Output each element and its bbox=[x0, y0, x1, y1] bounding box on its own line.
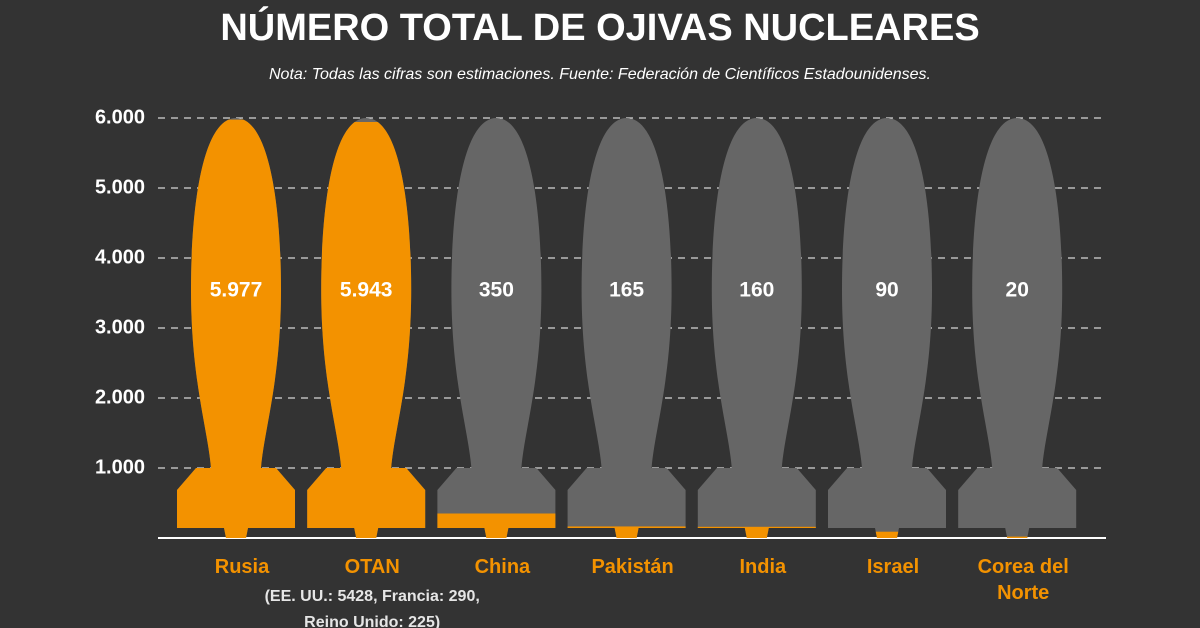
bar bbox=[307, 121, 426, 538]
bomb-body bbox=[567, 118, 686, 538]
chart-subtitle: Nota: Todas las cifras son estimaciones.… bbox=[269, 66, 931, 83]
x-tick-label: Pakistán bbox=[591, 556, 674, 578]
bar bbox=[567, 526, 686, 538]
value-label: 160 bbox=[739, 279, 774, 302]
x-tick-label: Israel bbox=[866, 556, 920, 578]
bomb-body bbox=[828, 118, 946, 538]
bomb-body bbox=[958, 118, 1077, 538]
y-tick-label: 3.000 bbox=[95, 316, 145, 338]
annotation: (EE. UU.: 5428, Francia: 290, Reino Unid… bbox=[264, 588, 480, 628]
x-tick-label: Corea del Norte bbox=[977, 556, 1069, 604]
x-tick-label: India bbox=[739, 556, 787, 578]
x-tick-label: Rusia bbox=[214, 556, 270, 578]
y-tick-label: 1.000 bbox=[95, 456, 145, 478]
value-label: 90 bbox=[875, 279, 898, 302]
bomb-body bbox=[697, 118, 816, 538]
value-label: 5.977 bbox=[210, 279, 263, 302]
y-tick-label: 5.000 bbox=[95, 176, 145, 198]
bar bbox=[697, 526, 816, 538]
y-tick-label: 6.000 bbox=[95, 106, 145, 128]
value-label: 350 bbox=[479, 279, 514, 302]
bar bbox=[177, 119, 295, 538]
bar bbox=[828, 531, 946, 538]
value-label: 20 bbox=[1006, 279, 1029, 302]
value-label: 165 bbox=[609, 279, 644, 302]
chart-title: NÚMERO TOTAL DE OJIVAS NUCLEARES bbox=[220, 5, 979, 49]
x-tick-label: OTAN bbox=[344, 556, 400, 578]
bomb-body bbox=[437, 118, 556, 538]
bar bbox=[958, 536, 1077, 538]
x-tick-label: China bbox=[474, 556, 531, 578]
bar bbox=[437, 513, 556, 538]
y-tick-label: 2.000 bbox=[95, 386, 145, 408]
y-tick-label: 4.000 bbox=[95, 246, 145, 268]
value-label: 5.943 bbox=[340, 279, 393, 302]
